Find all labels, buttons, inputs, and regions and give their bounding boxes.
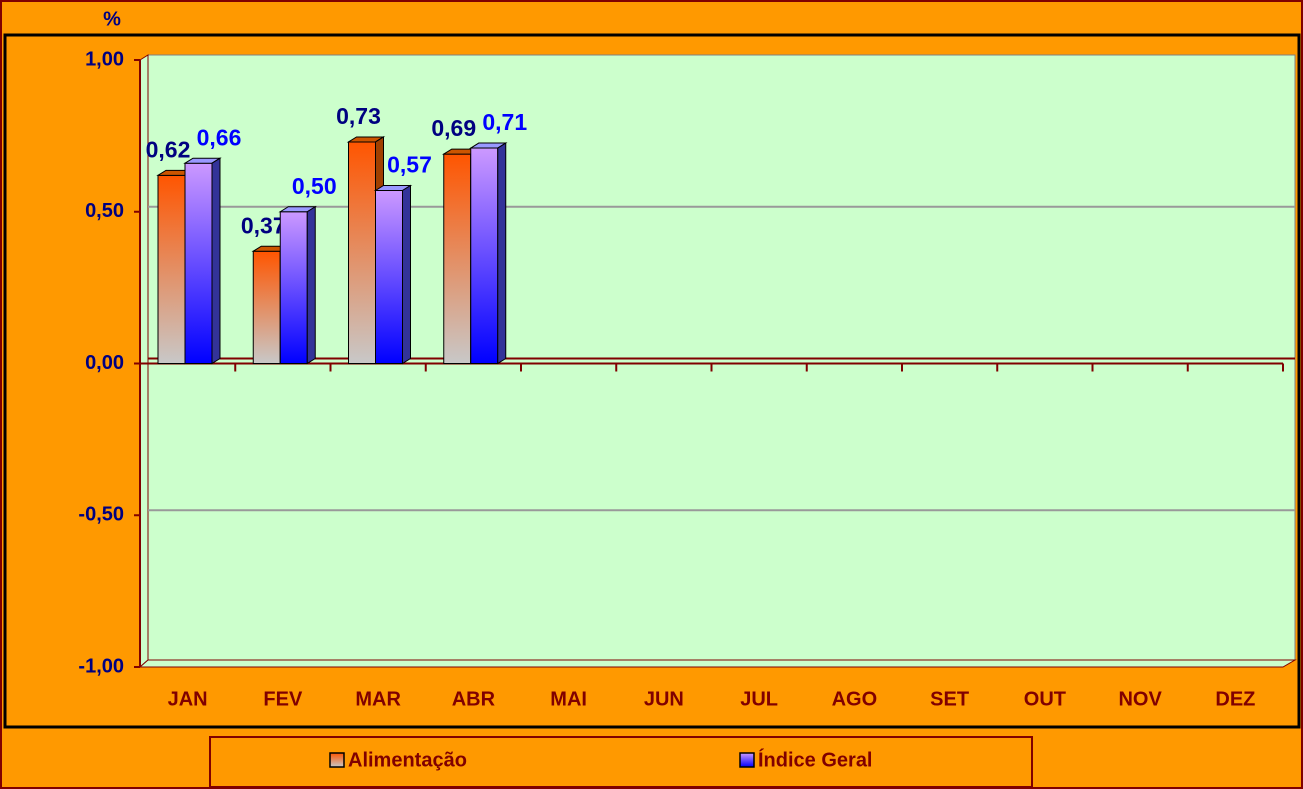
- value-label: 0,71: [482, 109, 527, 135]
- bar: [373, 184, 413, 365]
- legend-label: Alimentação: [348, 749, 467, 771]
- value-label: 0,57: [387, 152, 432, 178]
- bar-side: [497, 142, 507, 365]
- x-tick-label: AGO: [832, 688, 878, 710]
- bar-front: [157, 174, 186, 364]
- value-label: 0,62: [146, 136, 191, 162]
- floor: [138, 659, 1297, 668]
- legend-swatch: [739, 752, 755, 768]
- value-label: 0,73: [336, 103, 381, 129]
- y-tick-label: -0,50: [78, 504, 124, 526]
- value-label: 0,66: [197, 124, 242, 150]
- value-label: 0,69: [431, 115, 476, 141]
- bar-front: [443, 153, 472, 364]
- bar-side: [211, 157, 221, 365]
- legend-swatch: [329, 752, 345, 768]
- x-tick-label: JUN: [644, 688, 684, 710]
- bar: [183, 157, 222, 365]
- x-tick-label: NOV: [1118, 688, 1162, 710]
- x-tick-label: OUT: [1024, 688, 1066, 710]
- y-tick-label: 0,00: [85, 352, 124, 374]
- x-tick-label: MAR: [355, 688, 401, 710]
- bar-front: [279, 211, 308, 364]
- x-tick-label: SET: [930, 688, 969, 710]
- y-tick-label: 0,50: [85, 200, 124, 222]
- bar: [278, 205, 317, 365]
- bar-front: [375, 190, 403, 364]
- bar-front: [470, 147, 499, 364]
- legend-label: Índice Geral: [758, 748, 873, 771]
- legend: [209, 736, 1033, 788]
- bar-front: [184, 162, 213, 364]
- bar-front: [252, 250, 281, 364]
- y-tick-label: 1,00: [85, 48, 124, 70]
- y-tick-label: -1,00: [78, 655, 124, 677]
- bar-side: [402, 184, 411, 365]
- x-tick-label: DEZ: [1215, 688, 1255, 710]
- x-tick-label: MAI: [550, 688, 587, 710]
- bar-front: [348, 141, 376, 364]
- value-label: 0,50: [292, 173, 337, 199]
- x-tick-label: ABR: [452, 688, 496, 710]
- x-tick-label: FEV: [263, 688, 303, 710]
- x-tick-label: JUL: [740, 688, 778, 710]
- value-label: 0,37: [241, 212, 286, 238]
- bar: [469, 142, 508, 365]
- x-tick-label: JAN: [168, 688, 208, 710]
- y-axis-label: %: [103, 8, 121, 30]
- bar-side: [306, 205, 316, 365]
